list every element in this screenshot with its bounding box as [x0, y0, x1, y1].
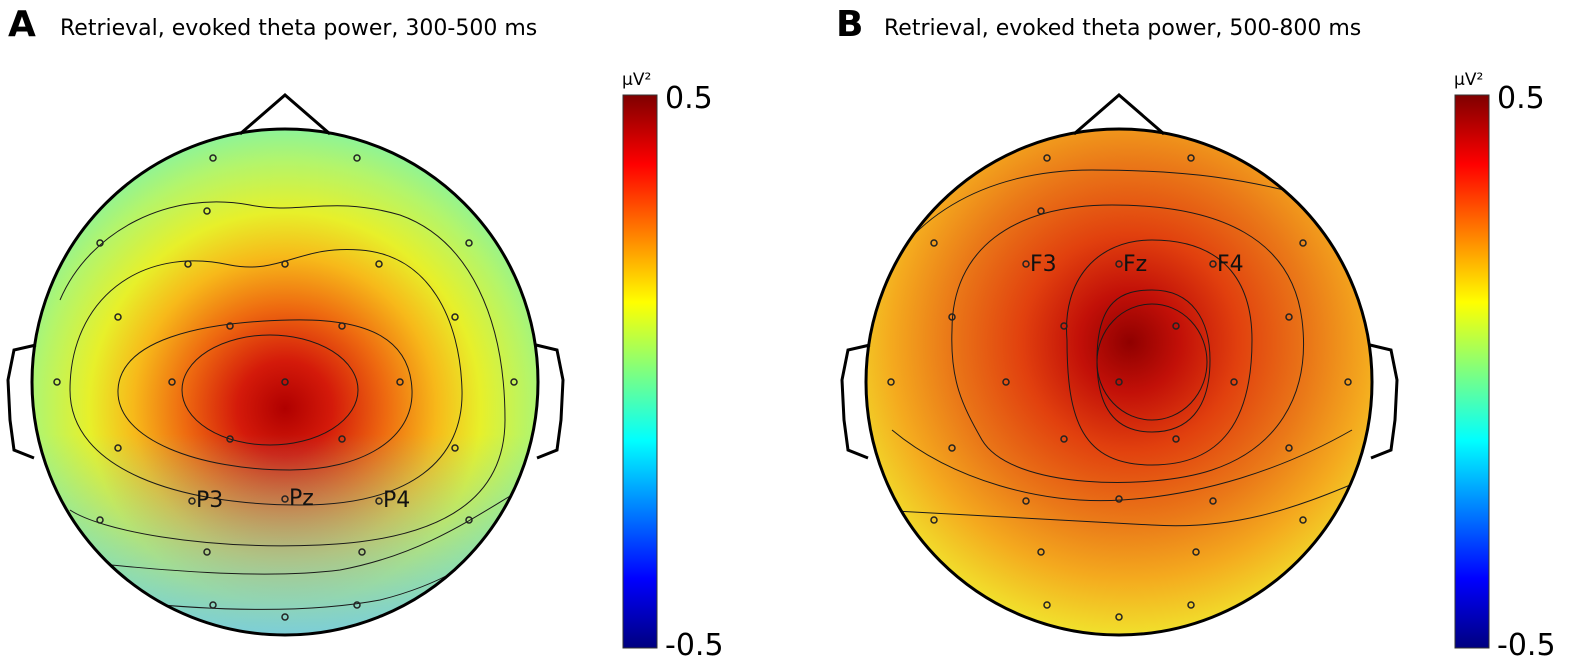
- electrode: [396, 378, 404, 386]
- electrode: [226, 322, 234, 330]
- electrode: [1115, 495, 1123, 503]
- electrode: [96, 239, 104, 247]
- panel-a: A Retrieval, evoked theta power, 300-500…: [0, 0, 792, 671]
- electrode: [948, 444, 956, 452]
- electrode: [1060, 322, 1068, 330]
- electrode: [226, 435, 234, 443]
- electrode: [184, 260, 192, 268]
- colorbar-min-label: -0.5: [1497, 628, 1556, 663]
- panel-title: Retrieval, evoked theta power, 500-800 m…: [884, 16, 1362, 41]
- electrode: [1115, 613, 1123, 621]
- electrode-label: Fz: [1123, 252, 1147, 277]
- electrode: [1060, 435, 1068, 443]
- electrode: [375, 260, 383, 268]
- electrode: [1230, 378, 1238, 386]
- electrode: [338, 322, 346, 330]
- electrode: [510, 378, 518, 386]
- electrode: [1002, 378, 1010, 386]
- electrode-markers: [53, 154, 518, 621]
- electrode-label: F4: [1217, 252, 1244, 277]
- electrode: [1187, 601, 1195, 609]
- panel-letter: A: [8, 4, 36, 45]
- colorbar-unit: μV²: [1454, 70, 1483, 90]
- topomap-b: F3 Fz F4 μV² 0.5 -0.5: [840, 70, 1556, 663]
- nose-icon: [239, 93, 331, 136]
- colorbar: [1454, 94, 1490, 649]
- electrode: [1043, 601, 1051, 609]
- electrode: [1037, 207, 1045, 215]
- electrode: [209, 601, 217, 609]
- topomap-a: P3 Pz P4 μV² 0.5 -0.5: [6, 70, 724, 663]
- electrode: [1022, 497, 1030, 505]
- right-ear-icon: [1369, 343, 1399, 460]
- electrode: [1115, 260, 1123, 268]
- head-outline: [30, 127, 540, 637]
- electrode: [1043, 154, 1051, 162]
- electrode: [1115, 378, 1123, 386]
- electrode: [281, 495, 289, 503]
- electrode: [930, 239, 938, 247]
- electrode: [281, 378, 289, 386]
- electrode: [1209, 497, 1217, 505]
- electrode: [114, 444, 122, 452]
- electrode: [465, 239, 473, 247]
- electrode-markers: [887, 154, 1352, 621]
- panel-letter: B: [836, 4, 864, 45]
- electrode: [1172, 435, 1180, 443]
- panel-b: B Retrieval, evoked theta power, 500-800…: [792, 0, 1584, 671]
- electrode: [281, 260, 289, 268]
- electrode: [1285, 444, 1293, 452]
- colorbar-max-label: 0.5: [1497, 81, 1545, 116]
- head-outline: [864, 127, 1374, 637]
- electrode: [887, 378, 895, 386]
- colorbar: [622, 94, 658, 649]
- electrode: [168, 378, 176, 386]
- colorbar-min-label: -0.5: [665, 628, 724, 663]
- electrode: [96, 516, 104, 524]
- electrode: [209, 154, 217, 162]
- electrode: [465, 516, 473, 524]
- electrode: [1299, 516, 1307, 524]
- electrode: [1299, 239, 1307, 247]
- electrode: [338, 435, 346, 443]
- electrode: [358, 548, 366, 556]
- electrode: [188, 497, 196, 505]
- electrode: [281, 613, 289, 621]
- electrode: [1022, 260, 1030, 268]
- electrode: [930, 516, 938, 524]
- scalp-map: [32, 129, 538, 635]
- electrode: [1037, 548, 1045, 556]
- electrode: [353, 601, 361, 609]
- electrode: [353, 154, 361, 162]
- panel-title: Retrieval, evoked theta power, 300-500 m…: [60, 16, 538, 41]
- electrode: [1285, 313, 1293, 321]
- electrode: [53, 378, 61, 386]
- left-ear-icon: [840, 343, 871, 460]
- nose-icon: [1073, 93, 1165, 136]
- electrode-label: P3: [196, 488, 223, 513]
- electrode: [375, 497, 383, 505]
- electrode-label: F3: [1030, 252, 1057, 277]
- electrode: [1172, 322, 1180, 330]
- electrode: [1344, 378, 1352, 386]
- electrode: [451, 313, 459, 321]
- electrode: [1187, 154, 1195, 162]
- electrode: [203, 548, 211, 556]
- left-ear-icon: [6, 343, 37, 460]
- electrode: [1209, 260, 1217, 268]
- colorbar-unit: μV²: [622, 70, 651, 90]
- scalp-map: [866, 129, 1372, 635]
- electrode: [451, 444, 459, 452]
- colorbar-max-label: 0.5: [665, 81, 713, 116]
- right-ear-icon: [535, 343, 565, 460]
- electrode: [948, 313, 956, 321]
- electrode-label: P4: [383, 488, 410, 513]
- electrode: [114, 313, 122, 321]
- electrode: [203, 207, 211, 215]
- electrode-label: Pz: [289, 486, 314, 511]
- electrode: [1192, 548, 1200, 556]
